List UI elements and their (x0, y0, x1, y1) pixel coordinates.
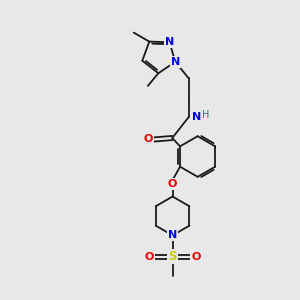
Text: N: N (171, 57, 180, 67)
Text: N: N (168, 230, 177, 240)
Text: N: N (192, 112, 202, 122)
Text: O: O (167, 179, 177, 189)
Text: S: S (168, 250, 177, 263)
Text: N: N (165, 37, 174, 47)
Text: O: O (144, 134, 153, 145)
Text: H: H (202, 110, 210, 120)
Text: O: O (191, 252, 201, 262)
Text: O: O (145, 252, 154, 262)
